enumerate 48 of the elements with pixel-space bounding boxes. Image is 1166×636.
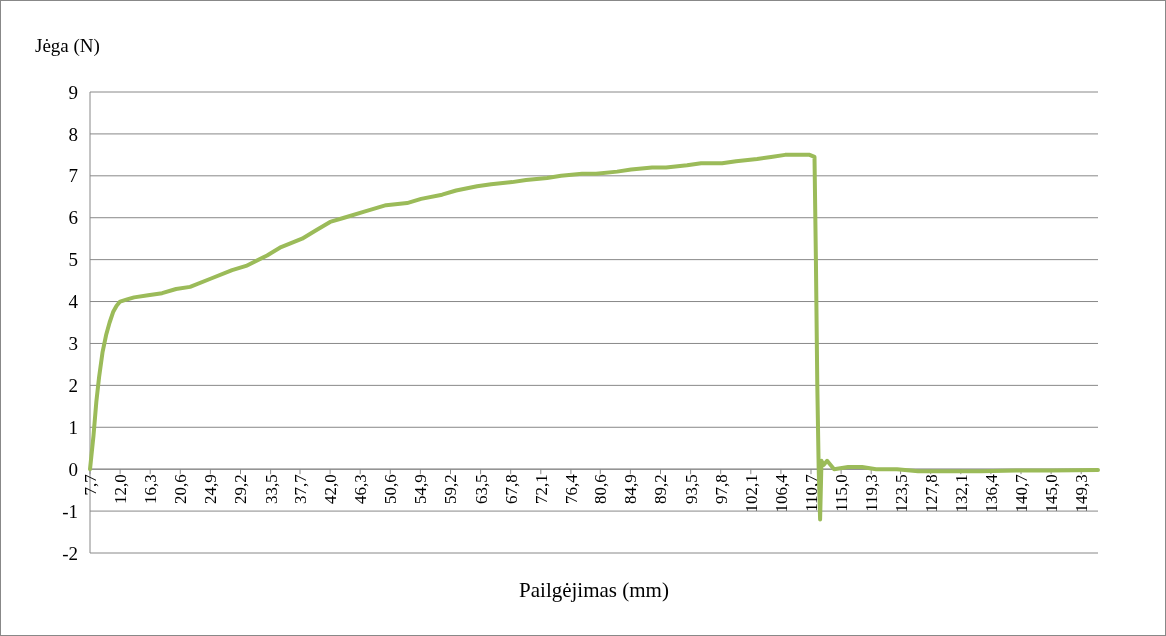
x-tick-label: 132,1 [951,474,971,513]
x-tick-label: 42,0 [321,474,341,504]
y-tick-label: 8 [68,123,78,145]
y-tick-label: 9 [68,81,78,103]
y-tick-label: 6 [68,207,78,229]
y-tick-label: 3 [68,333,78,355]
x-tick-label: 84,9 [621,474,641,504]
x-tick-label: 12,0 [111,474,131,504]
y-tick-label: 0 [68,458,78,480]
x-axis-title: Pailgėjimas (mm) [519,578,669,602]
x-tick-label: 93,5 [681,474,701,504]
x-tick-label: 24,9 [201,474,221,504]
x-tick-label: 115,0 [832,474,852,512]
x-tick-label: 102,1 [741,474,761,513]
x-tick-label: 140,7 [1011,473,1031,513]
x-tick-label: 20,6 [171,474,191,504]
x-tick-label: 67,8 [501,474,521,504]
x-tick-label: 127,8 [921,474,941,513]
y-tick-label: 5 [68,249,78,271]
y-tick-label: 4 [68,291,79,313]
x-tick-label: 46,3 [351,474,371,504]
x-tick-label: 63,5 [471,474,491,504]
x-tick-label: 136,4 [981,473,1001,513]
x-tick-label: 37,7 [290,473,310,504]
x-tick-label: 119,3 [862,474,882,512]
x-tick-label: 89,2 [651,474,671,504]
x-tick-label: 149,3 [1072,474,1092,513]
x-tick-label: 80,6 [591,474,611,504]
x-tick-label: 7,7 [80,473,100,496]
x-tick-label: 110,7 [801,473,821,512]
y-tick-label: -2 [62,542,78,564]
x-tick-label: 72,1 [531,474,551,504]
x-tick-label: 59,2 [441,474,461,504]
x-tick-label: 54,9 [411,474,431,504]
x-tick-label: 145,0 [1042,474,1062,513]
x-tick-label: 29,2 [231,474,251,504]
x-tick-label: 76,4 [561,473,581,504]
x-tick-label: 33,5 [261,474,281,504]
y-axis-title: Jėga (N) [35,35,100,57]
x-tick-label: 106,4 [771,473,791,513]
x-tick-label: 123,5 [891,474,911,513]
y-tick-label: -1 [62,500,78,522]
y-tick-label: 7 [68,165,78,187]
y-tick-label: 2 [68,375,78,397]
x-tick-label: 50,6 [381,474,401,504]
x-tick-label: 16,3 [141,474,161,504]
y-tick-label: 1 [68,416,78,438]
x-tick-label: 97,8 [711,474,731,504]
